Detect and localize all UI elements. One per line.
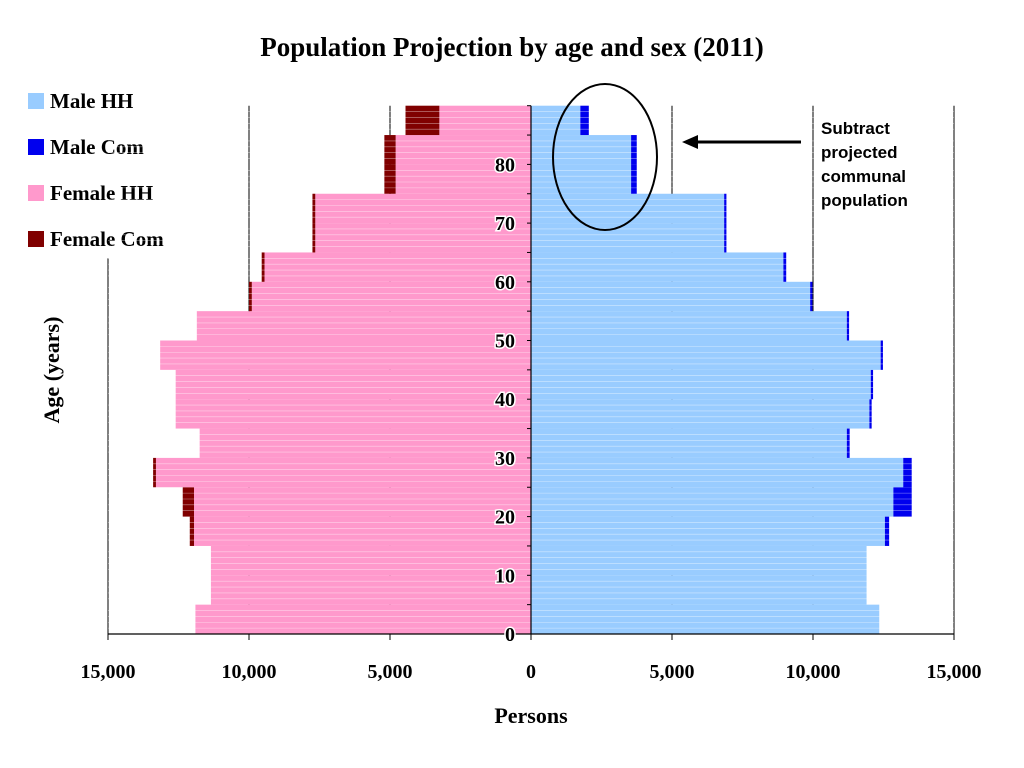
bar-male-com <box>724 223 727 253</box>
bar-female-hh <box>395 135 531 165</box>
x-tick-label: 5,000 <box>650 661 695 683</box>
bar-male-hh <box>531 575 867 605</box>
legend-swatch-male-com <box>28 139 44 155</box>
bar-male-hh <box>531 604 880 634</box>
bar-female-com <box>312 223 316 253</box>
bar-male-com <box>724 193 727 224</box>
bar-female-com <box>261 252 265 282</box>
annotation-line: communal <box>821 167 907 186</box>
bar-male-com <box>783 252 787 282</box>
bar-male-com <box>880 340 883 370</box>
bar-male-hh <box>531 457 904 488</box>
annotation-line: population <box>821 191 908 210</box>
highlight-circle <box>552 83 658 231</box>
bar-male-com <box>846 311 850 341</box>
x-tick-label: 0 <box>526 661 536 683</box>
y-tick-label: 50 <box>495 331 515 353</box>
bar-male-hh <box>531 545 867 576</box>
annotation-line: Subtract <box>821 119 890 138</box>
bar-female-com <box>384 164 396 194</box>
tick-labels: 15,000 10,000 5,000 0 5,000 10,000 15,000 0 10 20… <box>81 153 982 683</box>
annotation-text: Subtract projected communal population <box>821 117 951 213</box>
y-tick-label: 30 <box>495 448 515 470</box>
x-tick-label: 10,000 <box>786 661 841 683</box>
bar-female-hh <box>395 164 531 194</box>
legend-label-female-hh: Female HH <box>50 180 154 205</box>
y-tick-label: 20 <box>495 507 515 529</box>
bar-female-com <box>182 487 195 517</box>
bar-female-com <box>249 281 252 312</box>
bar-female-com <box>189 516 195 546</box>
legend-item-male-hh: Male HH <box>28 78 164 124</box>
bar-female-hh <box>439 105 531 136</box>
bar-male-com <box>631 164 637 194</box>
bar-male-com <box>884 516 890 546</box>
legend-swatch-female-hh <box>28 185 44 201</box>
axes <box>107 105 955 640</box>
bar-female-com <box>312 193 316 224</box>
bar-male-hh <box>531 311 847 341</box>
bar-female-hh <box>210 545 531 576</box>
annotation-shapes <box>552 83 801 231</box>
bar-male-com <box>580 105 589 136</box>
bar-female-hh <box>251 281 531 312</box>
bar-male-hh <box>531 281 811 312</box>
bar-female-hh <box>194 516 531 546</box>
bar-male-com <box>870 369 874 400</box>
x-tick-label: 10,000 <box>222 661 277 683</box>
bar-female-hh <box>199 428 531 458</box>
bar-male-com <box>846 428 850 458</box>
bar-female-hh <box>175 399 531 429</box>
bar-male-com <box>903 457 912 488</box>
y-tick-label: 80 <box>495 154 515 176</box>
bar-female-hh <box>264 252 531 282</box>
bar-male-com <box>631 135 637 165</box>
legend-label-male-hh: Male HH <box>50 88 134 113</box>
legend-swatch-male-hh <box>28 93 44 109</box>
annotation-line: projected <box>821 143 898 162</box>
y-tick-label: 0 <box>505 624 515 646</box>
bar-female-hh <box>194 487 531 517</box>
x-axis-label: Persons <box>494 703 568 728</box>
bar-male-hh <box>531 516 885 546</box>
legend-swatch-female-com <box>28 231 44 247</box>
bar-female-hh <box>155 457 531 488</box>
bar-female-hh <box>160 340 532 370</box>
bar-male-hh <box>531 193 725 224</box>
bar-male-hh <box>531 428 847 458</box>
bars <box>108 105 954 634</box>
bar-female-com <box>153 457 156 488</box>
bar-male-hh <box>531 252 784 282</box>
bar-female-hh <box>210 575 531 605</box>
bar-male-hh <box>531 340 881 370</box>
y-tick-label: 40 <box>495 389 515 411</box>
bar-female-hh <box>315 193 531 224</box>
bar-male-hh <box>531 369 871 400</box>
bar-male-hh <box>531 399 870 429</box>
bar-male-com <box>893 487 912 517</box>
bar-male-com <box>810 281 813 312</box>
x-tick-label: 5,000 <box>368 661 413 683</box>
bar-male-com <box>869 399 872 429</box>
bar-male-hh <box>531 164 632 194</box>
annotation-arrowhead <box>682 135 698 149</box>
bar-female-hh <box>195 604 532 634</box>
bar-female-com <box>384 135 396 165</box>
y-tick-label: 60 <box>495 272 515 294</box>
x-tick-label: 15,000 <box>927 661 982 683</box>
bar-female-com <box>405 105 440 136</box>
bar-male-hh <box>531 487 894 517</box>
y-axis-label: Age (years) <box>39 316 64 424</box>
bar-female-hh <box>175 369 531 400</box>
y-tick-label: 10 <box>495 565 515 587</box>
bar-female-hh <box>196 311 531 341</box>
y-tick-label: 70 <box>495 213 515 235</box>
chart-title: Population Projection by age and sex (20… <box>260 32 764 62</box>
legend-item-female-hh: Female HH <box>28 170 164 216</box>
x-tick-label: 15,000 <box>81 661 136 683</box>
bar-male-hh <box>531 223 725 253</box>
bar-male-hh <box>531 135 632 165</box>
bar-female-hh <box>315 223 531 253</box>
